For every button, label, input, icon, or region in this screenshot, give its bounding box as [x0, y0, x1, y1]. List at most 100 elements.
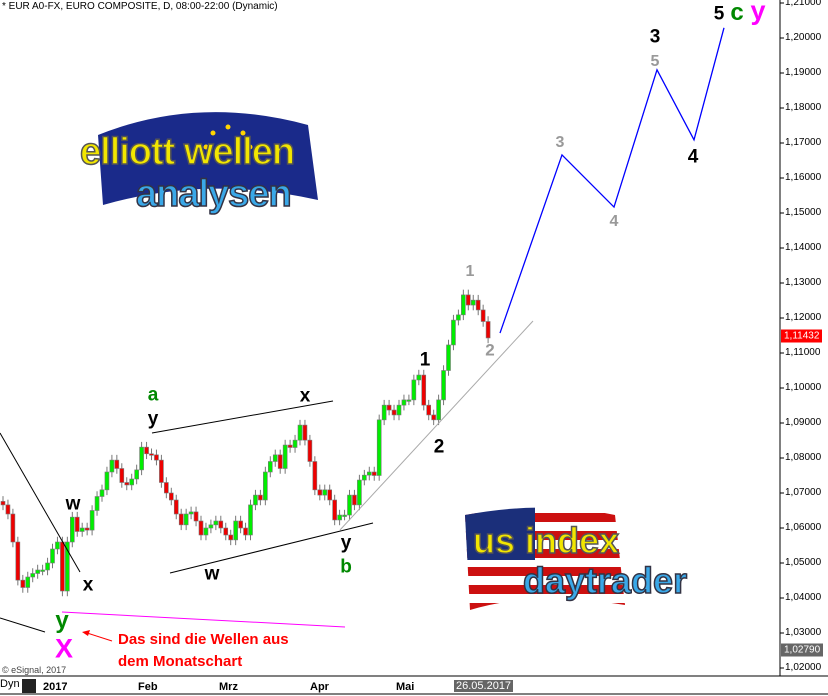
candle-body — [421, 374, 427, 406]
logo-line-1: us index — [472, 520, 620, 561]
candle-body — [169, 492, 174, 501]
lock-icon[interactable] — [22, 679, 36, 693]
wave-label-y: y — [340, 532, 352, 554]
candle-body — [366, 471, 372, 476]
candle-body — [416, 374, 422, 381]
candle-body — [386, 404, 392, 411]
candle-body — [332, 499, 337, 521]
candle-body — [312, 461, 318, 491]
wave-label-w: w — [204, 563, 220, 585]
candle-body — [470, 299, 476, 306]
y-tick-marks — [780, 2, 784, 669]
date-cursor-box: 26.05.2017 — [454, 680, 514, 692]
candle-body — [104, 471, 110, 491]
candle-body — [391, 409, 397, 416]
logo-line-2: analysen — [135, 173, 292, 215]
y-tick-label: 1,04000 — [785, 592, 822, 603]
y-tick-label: 1,19000 — [785, 67, 822, 78]
candle-body — [109, 459, 115, 473]
downtrend-line — [0, 432, 81, 573]
candle-body — [347, 494, 352, 516]
wave-label-5: 5 — [713, 3, 725, 25]
dynamic-mode-label[interactable]: Dyn — [0, 678, 20, 690]
candle-body — [248, 504, 253, 536]
candle-body — [198, 520, 204, 536]
logo-line-2: daytrader — [522, 560, 688, 601]
candle-body — [0, 501, 6, 506]
y-tick-label: 1,08000 — [785, 452, 822, 463]
wave-label-4: 4 — [687, 146, 699, 168]
candle-body — [228, 534, 233, 541]
candle-body — [183, 513, 189, 526]
candle-body — [362, 474, 367, 481]
candle-body — [40, 569, 45, 572]
candle-body — [188, 511, 194, 515]
wave-label-a: a — [147, 384, 159, 406]
candle-body — [411, 379, 417, 401]
y-tick-label: 1,02000 — [785, 662, 822, 673]
magenta-line — [61, 611, 346, 628]
candle-body — [277, 454, 283, 469]
candle-body — [149, 453, 154, 456]
candle-body — [371, 471, 377, 476]
candle-body — [178, 513, 184, 526]
wave-label-3-minor: 3 — [555, 134, 565, 151]
candle-body — [287, 444, 293, 448]
candle-body — [342, 514, 347, 517]
candle-body — [218, 520, 224, 529]
candle-body — [357, 479, 362, 506]
wave-label-5-minor: 5 — [650, 53, 660, 70]
y-tick-label: 1,13000 — [785, 277, 822, 288]
x-tick-mrz: Mrz — [219, 681, 238, 693]
candles — [0, 289, 491, 597]
y-tick-label: 1,07000 — [785, 487, 822, 498]
y-tick-label: 1,18000 — [785, 102, 822, 113]
copyright: © eSignal, 2017 — [2, 665, 67, 675]
candle-body — [376, 419, 382, 476]
candle-body — [20, 579, 26, 588]
candle-body — [213, 520, 219, 526]
candle-body — [327, 489, 333, 501]
y-tick-label: 1,14000 — [785, 242, 822, 253]
chart-title: * EUR A0-FX, EURO COMPOSITE, D, 08:00-22… — [2, 1, 278, 12]
candle-body — [401, 399, 407, 406]
candle-body — [322, 489, 328, 496]
candle-body — [50, 548, 55, 564]
candle-body — [223, 527, 229, 536]
candle-body — [203, 527, 209, 536]
y-tick-label: 1,20000 — [785, 32, 822, 43]
candle-body — [263, 471, 268, 501]
candle-body — [451, 319, 456, 346]
candle-body — [436, 399, 441, 421]
candle-body — [74, 516, 80, 532]
candle-body — [446, 344, 451, 371]
channel-upper-line — [151, 400, 334, 434]
wave-label-1: 1 — [419, 349, 431, 371]
projection-path — [499, 27, 725, 334]
wave-label-y-green: y — [55, 607, 69, 634]
us-index-daytrader-logo: us index daytrader — [455, 505, 735, 615]
candle-body — [124, 482, 130, 486]
candle-body — [84, 527, 90, 531]
candle-body — [406, 399, 412, 402]
candle-body — [119, 468, 125, 483]
candle-body — [317, 489, 323, 496]
candle-body — [55, 541, 60, 550]
y-tick-label: 1,09000 — [785, 417, 822, 428]
y-tick-label: 1,16000 — [785, 172, 822, 183]
uptrend-support-line — [339, 320, 534, 531]
y-tick-label: 1,12000 — [785, 312, 822, 323]
wave-label-4-minor: 4 — [609, 213, 619, 230]
logo-line-1: elliott wellen — [79, 131, 296, 173]
x-tick-feb: Feb — [138, 681, 158, 693]
candle-body — [35, 569, 40, 574]
candle-body — [65, 541, 70, 592]
candle-body — [282, 444, 288, 469]
candle-body — [475, 299, 481, 311]
candle-body — [465, 294, 471, 306]
candle-body — [60, 541, 65, 592]
candle-body — [426, 404, 432, 416]
candle-body — [25, 576, 31, 588]
candle-body — [99, 489, 105, 497]
